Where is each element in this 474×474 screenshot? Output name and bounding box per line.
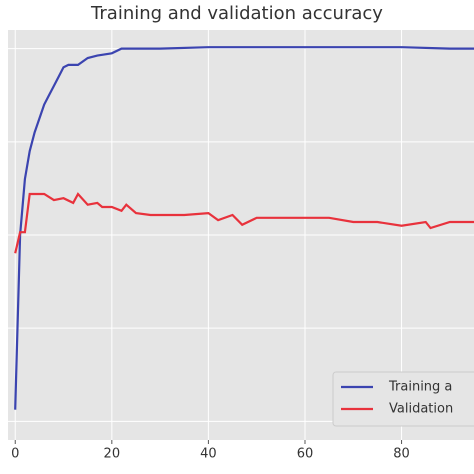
chart-title: Training and validation accuracy <box>90 3 383 24</box>
data-line <box>14 192 474 254</box>
x-tick-label: 20 <box>104 447 121 462</box>
x-tick-label: 60 <box>297 447 314 462</box>
data-line <box>14 46 474 410</box>
x-tick-label: 80 <box>393 447 410 462</box>
legend-label: Validation <box>389 402 453 417</box>
legend-label: Training a <box>388 380 452 395</box>
x-tick-label: 0 <box>11 447 19 462</box>
x-tick-label: 40 <box>200 447 217 462</box>
legend-box <box>332 371 474 427</box>
